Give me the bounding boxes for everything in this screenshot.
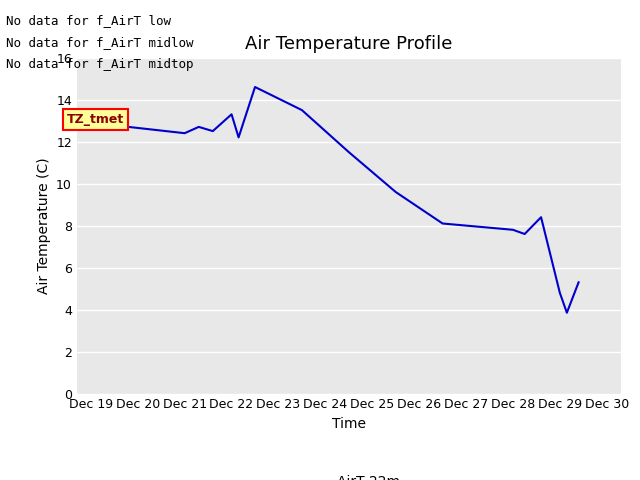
Text: TZ_tmet: TZ_tmet — [67, 113, 124, 126]
X-axis label: Time: Time — [332, 417, 366, 431]
Y-axis label: Air Temperature (C): Air Temperature (C) — [36, 157, 51, 294]
Legend: AirT 22m: AirT 22m — [292, 469, 405, 480]
Title: Air Temperature Profile: Air Temperature Profile — [245, 35, 452, 53]
Text: No data for f_AirT low: No data for f_AirT low — [6, 14, 172, 27]
Text: No data for f_AirT midlow: No data for f_AirT midlow — [6, 36, 194, 49]
Text: No data for f_AirT midtop: No data for f_AirT midtop — [6, 58, 194, 71]
